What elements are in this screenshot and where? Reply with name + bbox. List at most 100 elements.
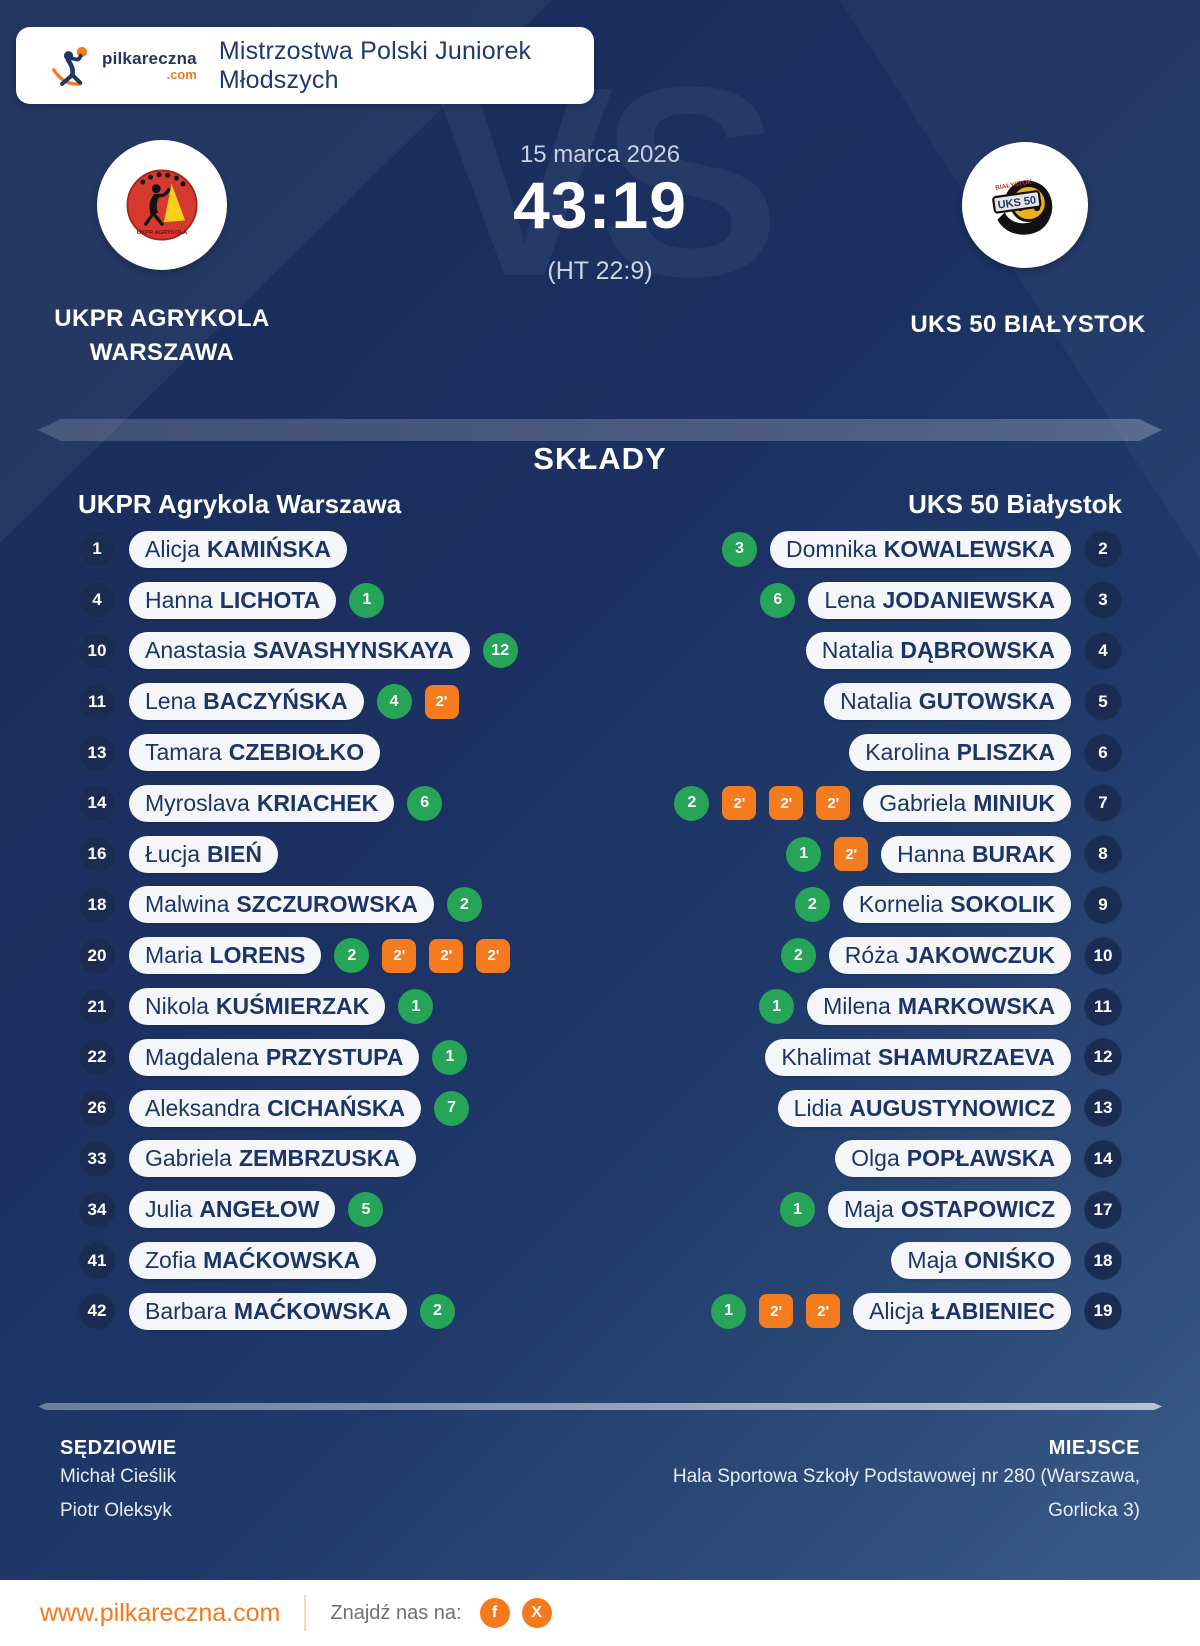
player-first-name: Lena [145,688,197,715]
player-last-name: SAVASHYNSKAYA [253,637,454,664]
player-row: 5 Natalia GUTOWSKA [78,676,1122,727]
two-minute-suspension-badge: 2' [816,786,851,821]
goals-badge: 1 [398,989,434,1025]
player-number-badge: 14 [1084,1139,1122,1178]
player-number-badge: 8 [1084,835,1122,874]
competition-title: Mistrzostwa Polski Juniorek Młodszych [218,36,532,94]
player-row: 4 Hanna LICHOTA 1 [78,575,1122,626]
player-last-name: KRIACHEK [256,789,379,816]
player-first-name: Alicja [869,1297,925,1324]
player-row: 11 Lena BACZYŃSKA 4 2' [78,676,1122,727]
home-lineup-header: UKPR Agrykola Warszawa [78,489,402,519]
home-team-name-line2: WARSZAWA [89,339,235,366]
player-number-badge: 5 [1084,682,1122,721]
player-name-pill: Karolina PLISZKA [849,734,1071,772]
player-first-name: Tamara [145,739,222,766]
two-minute-suspension-badge: 2' [429,938,464,973]
brand-wordmark: pilkareczna .com [102,50,197,81]
player-name-pill: Lena BACZYŃSKA [129,683,364,721]
player-name-pill: Anastasia SAVASHYNSKAYA [129,632,470,670]
player-number-badge: 10 [1084,936,1122,975]
two-minute-suspension-badge: 2' [769,786,804,821]
player-number-badge: 14 [78,784,116,823]
player-number-badge: 13 [78,733,116,772]
player-row: 3 Lena JODANIEWSKA 6 [78,575,1122,626]
lineups-section-title: SKŁADY [533,441,667,476]
player-name-pill: Hanna LICHOTA [129,581,337,619]
goals-badge: 2 [794,887,830,923]
player-first-name: Aleksandra [145,1094,261,1121]
player-row: 13 Lidia AUGUSTYNOWICZ [78,1083,1122,1134]
goals-badge: 12 [482,633,518,669]
player-number-badge: 19 [1084,1292,1122,1331]
player-first-name: Nikola [145,993,209,1020]
player-number-badge: 6 [1084,733,1122,772]
player-row: 17 Maja OSTAPOWICZ 1 [78,1184,1122,1235]
player-last-name: JODANIEWSKA [882,586,1055,613]
player-name-pill: Natalia GUTOWSKA [824,683,1071,721]
player-last-name: CZEBIOŁKO [228,739,365,766]
player-first-name: Malwina [145,891,230,918]
player-row: 4 Natalia DĄBROWSKA [78,626,1122,677]
goals-badge: 6 [760,582,796,618]
match-score: 43:19 [513,168,687,242]
header-card: pilkareczna .com Mistrzostwa Polski Juni… [16,27,594,104]
player-first-name: Olga [851,1145,900,1172]
pilkareczna-brand: pilkareczna .com [50,43,197,89]
player-last-name: KAMIŃSKA [206,535,331,562]
x-icon[interactable]: X [521,1598,552,1628]
svg-text:UKPR AGRYKOLA: UKPR AGRYKOLA [137,230,187,236]
uks-50-bialystok-crest-icon: UKS 50 BIAŁYSTOK [992,178,1053,235]
two-minute-suspension-badge: 2' [806,1294,841,1329]
two-minute-suspension-badge: 2' [476,938,511,973]
player-number-badge: 2 [1084,530,1122,569]
home-team-name-line1: UKPR AGRYKOLA [54,305,270,332]
player-last-name: AUGUSTYNOWICZ [849,1094,1055,1121]
player-name-pill: Khalimat SHAMURZAEVA [765,1038,1071,1076]
player-last-name: DĄBROWSKA [900,637,1055,664]
player-row: 14 Myroslava KRIACHEK 6 [78,778,1122,829]
player-last-name: ZEMBRZUSKA [238,1145,400,1172]
player-name-pill: Zofia MAĆKOWSKA [129,1242,377,1280]
goals-badge: 3 [722,531,758,567]
away-team-name: UKS 50 BIAŁYSTOK [910,311,1146,338]
player-row: 8 Hanna BURAK 2' 1 [78,829,1122,880]
player-number-badge: 11 [78,682,116,721]
player-first-name: Khalimat [781,1043,871,1070]
venue-title: MIEJSCE [1048,1437,1140,1459]
player-last-name: ONIŚKO [964,1247,1055,1274]
away-lineup-header: UKS 50 Białystok [908,489,1122,519]
player-row: 18 Malwina SZCZUROWSKA 2 [78,880,1122,931]
player-row: 9 Kornelia SOKOLIK 2 [78,880,1122,931]
player-first-name: Hanna [145,586,213,613]
player-name-pill: Julia ANGEŁOW [129,1191,336,1229]
player-last-name: MAĆKOWSKA [203,1247,361,1274]
vs-watermark: VS [433,32,780,333]
player-last-name: MINIUK [973,789,1055,816]
svg-text:UKS 50: UKS 50 [997,194,1037,211]
referee-name: Piotr Oleksyk [60,1500,172,1521]
player-row: 13 Tamara CZEBIOŁKO [78,727,1122,778]
player-name-pill: Aleksandra CICHAŃSKA [129,1089,422,1127]
player-first-name: Alicja [145,535,200,562]
player-name-pill: Milena MARKOWSKA [807,988,1071,1026]
player-last-name: SZCZUROWSKA [236,891,418,918]
two-minute-suspension-badge: 2' [424,684,459,719]
player-row: 34 Julia ANGEŁOW 5 [78,1184,1122,1235]
player-first-name: Maja [843,1196,894,1223]
player-first-name: Magdalena [145,1043,259,1070]
goals-badge: 2 [334,938,370,974]
player-name-pill: Alicja ŁABIENIEC [853,1292,1071,1330]
player-name-pill: Gabriela MINIUK [863,784,1071,822]
goals-badge: 2 [780,938,816,974]
player-name-pill: Malwina SZCZUROWSKA [129,886,434,924]
player-last-name: POPŁAWSKA [906,1145,1055,1172]
goals-badge: 2 [674,785,710,821]
player-number-badge: 42 [78,1292,116,1331]
player-name-pill: Myroslava KRIACHEK [129,784,395,822]
website-link[interactable]: www.pilkareczna.com [40,1598,281,1627]
player-name-pill: Lena JODANIEWSKA [808,581,1071,619]
player-first-name: Anastasia [145,637,247,664]
facebook-icon[interactable]: f [479,1598,510,1628]
